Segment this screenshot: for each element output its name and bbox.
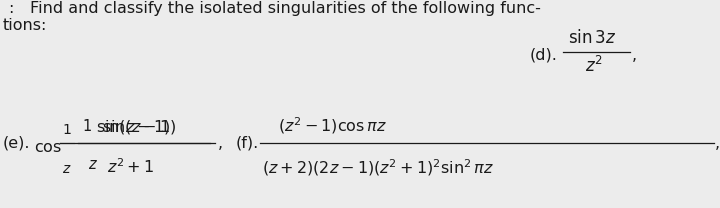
Text: $\cos$: $\cos$ [34,140,62,156]
Text: ,: , [715,136,720,151]
Text: $z$: $z$ [62,162,72,176]
Text: Find and classify the isolated singularities of the following func-: Find and classify the isolated singulari… [30,1,541,16]
Text: ,: , [632,48,637,63]
Text: $1$: $1$ [62,123,72,137]
Text: tions:: tions: [3,18,48,33]
Text: $z^2$: $z^2$ [585,56,603,76]
Text: $z^2+1$: $z^2+1$ [107,157,154,176]
Text: (e).: (e). [3,136,30,151]
Text: $\sin(z-1)$: $\sin(z-1)$ [96,118,170,135]
Text: $\sin(z-1)$: $\sin(z-1)$ [102,118,176,135]
Text: (d).: (d). [530,48,558,63]
Text: ,: , [218,136,223,151]
Text: $\sin 3z$: $\sin 3z$ [568,29,616,47]
Text: $(z+2)(2z-1)(z^2+1)^2\sin^2\pi z$: $(z+2)(2z-1)(z^2+1)^2\sin^2\pi z$ [262,157,494,178]
Text: $(z^2-1)\cos\pi z$: $(z^2-1)\cos\pi z$ [278,115,387,135]
Text: (f).: (f). [236,136,259,151]
Text: $z$: $z$ [88,157,98,172]
Text: $1$: $1$ [82,118,92,134]
Text: :: : [8,1,14,16]
